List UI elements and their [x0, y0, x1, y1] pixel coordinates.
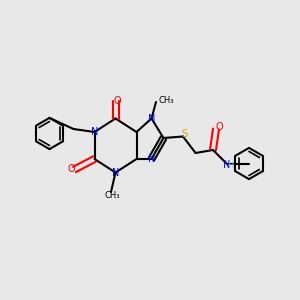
Text: CH₃: CH₃ [158, 96, 174, 105]
Text: N: N [148, 113, 155, 124]
Text: N: N [223, 160, 230, 170]
Text: H: H [227, 161, 234, 170]
Text: O: O [113, 95, 121, 106]
Text: CH₃: CH₃ [105, 191, 120, 200]
Text: N: N [112, 167, 119, 178]
Text: S: S [182, 129, 188, 139]
Text: O: O [215, 122, 223, 133]
Text: O: O [68, 164, 75, 175]
Text: N: N [91, 127, 98, 137]
Text: N: N [148, 154, 155, 164]
